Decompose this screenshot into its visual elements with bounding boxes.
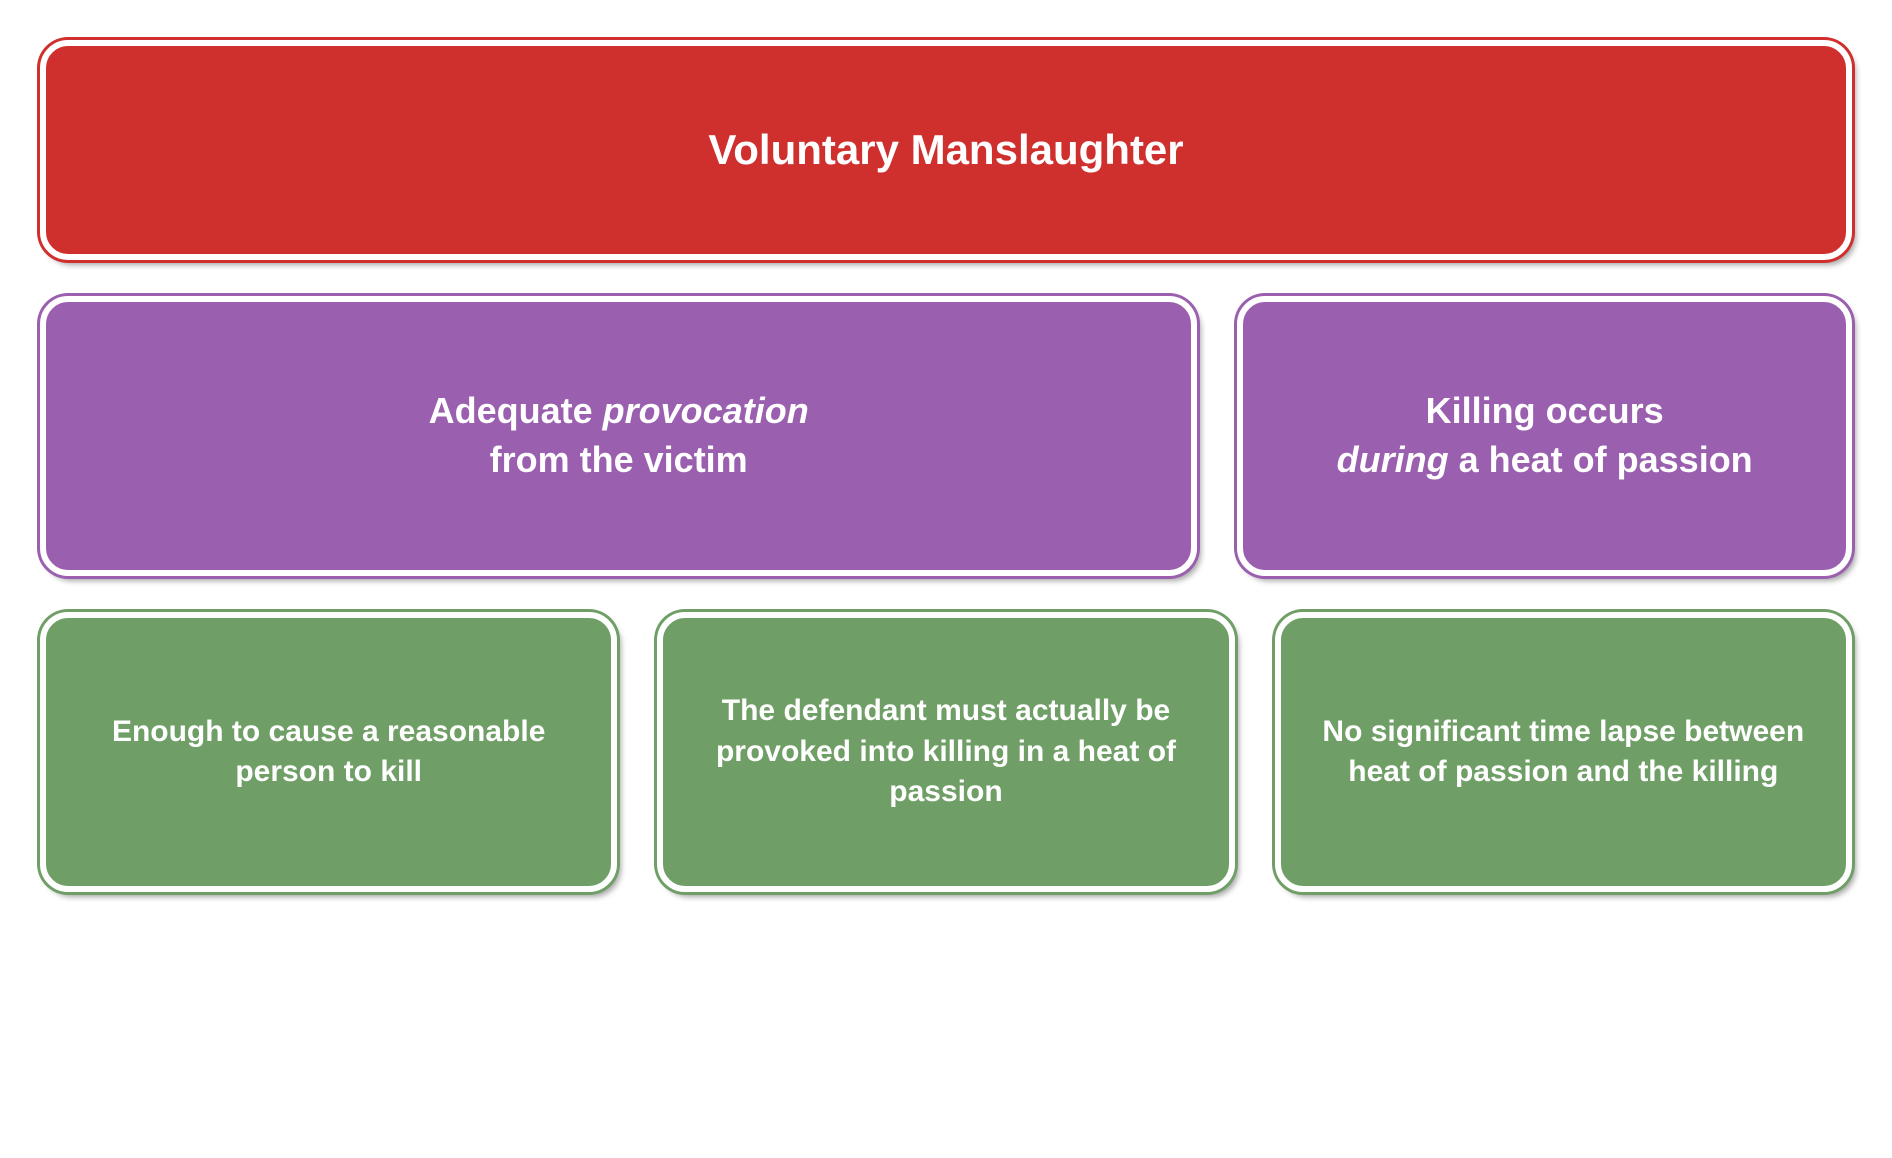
provocation-post: from the victim [490,439,748,480]
row-bottom: Enough to cause a reasonable person to k… [40,612,1852,892]
actually-provoked-text: The defendant must actually be provoked … [693,691,1198,813]
box-title: Voluntary Manslaughter [40,40,1852,260]
provocation-text: Adequate provocation from the victim [429,387,809,484]
heat-of-passion-text: Killing occurs during a heat of passion [1337,387,1753,484]
heat-em: during [1337,439,1449,480]
voluntary-manslaughter-diagram: Voluntary Manslaughter Adequate provocat… [40,40,1852,892]
row-middle: Adequate provocation from the victim Kil… [40,296,1852,576]
heat-pre: Killing occurs [1426,390,1664,431]
box-heat-of-passion: Killing occurs during a heat of passion [1237,296,1852,576]
no-time-lapse-text: No significant time lapse between heat o… [1311,712,1816,793]
box-actually-provoked: The defendant must actually be provoked … [657,612,1234,892]
box-provocation: Adequate provocation from the victim [40,296,1197,576]
box-no-time-lapse: No significant time lapse between heat o… [1275,612,1852,892]
provocation-pre: Adequate [429,390,603,431]
heat-post: a heat of passion [1449,439,1753,480]
provocation-em: provocation [603,390,809,431]
box-reasonable-person: Enough to cause a reasonable person to k… [40,612,617,892]
title-text: Voluntary Manslaughter [708,122,1183,179]
row-title: Voluntary Manslaughter [40,40,1852,260]
reasonable-person-text: Enough to cause a reasonable person to k… [76,712,581,793]
